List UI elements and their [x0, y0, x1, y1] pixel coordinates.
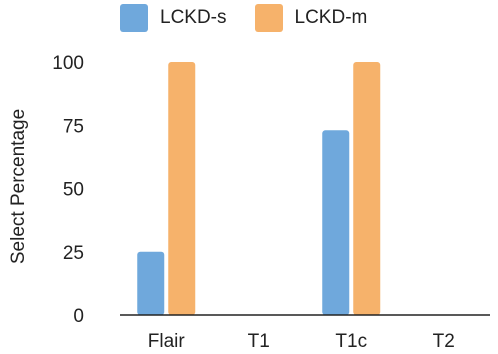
legend-label-series-1: LCKD-s [160, 7, 227, 28]
x-tick-label: Flair [148, 331, 186, 352]
y-tick-labels: 0 25 50 75 100 [52, 53, 84, 327]
bar-series-2-t1c [353, 62, 381, 315]
x-tick-label: T2 [433, 331, 455, 352]
legend-item-series-2: LCKD-m [254, 4, 368, 32]
bar-series-1-t1c [322, 130, 350, 315]
chart-marks [137, 62, 381, 315]
y-tick-label: 50 [63, 180, 84, 201]
legend-swatch-series-1 [120, 4, 148, 32]
legend-swatch-series-2 [254, 4, 283, 32]
y-axis-label: Select Percentage [8, 109, 29, 264]
legend-item-series-1: LCKD-s [120, 4, 227, 32]
y-tick-label: 100 [52, 53, 84, 74]
x-tick-label: T1 [248, 331, 270, 352]
y-tick-label: 25 [63, 243, 84, 264]
legend-label-series-2: LCKD-m [294, 7, 368, 28]
bar-series-1-flair [137, 251, 165, 315]
x-tick-labels: Flair T1 T1c T2 [148, 331, 455, 352]
legend: LCKD-s LCKD-m [120, 4, 395, 32]
y-tick-label: 0 [73, 306, 84, 327]
y-tick-label: 75 [63, 116, 84, 137]
x-tick-label: T1c [335, 331, 367, 352]
bar-series-2-flair [168, 62, 196, 315]
